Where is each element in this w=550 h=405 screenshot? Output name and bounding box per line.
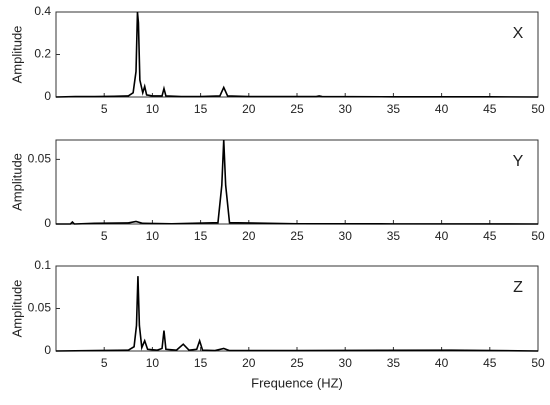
x-tick-label: 40 [435, 102, 449, 116]
y-axis-label: Amplitude [9, 153, 24, 211]
y-tick-label: 0 [44, 89, 51, 103]
x-axis-label: Frequence (HZ) [251, 375, 343, 390]
x-tick-label: 20 [242, 102, 256, 116]
y-tick-label: 0.05 [28, 301, 52, 315]
x-tick-label: 50 [531, 102, 545, 116]
x-tick-label: 35 [387, 229, 401, 243]
x-tick-label: 15 [194, 229, 208, 243]
y-axis-label: Amplitude [9, 26, 24, 84]
x-tick-label: 30 [339, 356, 353, 370]
series-line [55, 276, 539, 352]
series-line [55, 11, 539, 98]
x-tick-label: 15 [194, 102, 208, 116]
x-tick-label: 30 [339, 102, 353, 116]
y-axis-label: Amplitude [9, 280, 24, 338]
x-tick-label: 20 [242, 356, 256, 370]
y-tick-label: 0 [44, 216, 51, 230]
x-tick-label: 5 [101, 102, 108, 116]
x-tick-label: 45 [483, 102, 497, 116]
y-tick-label: 0 [44, 343, 51, 357]
axes-box [55, 11, 539, 98]
y-tick-label: 0.4 [34, 4, 51, 18]
x-tick-label: 25 [290, 229, 304, 243]
series-line [56, 139, 539, 225]
y-tick-label: 0.2 [34, 47, 51, 61]
x-tick-label: 40 [435, 356, 449, 370]
y-tick-label: 0.05 [28, 152, 52, 166]
x-tick-label: 50 [531, 356, 545, 370]
x-tick-label: 10 [146, 229, 160, 243]
x-tick-label: 45 [483, 229, 497, 243]
x-tick-label: 25 [290, 102, 304, 116]
axes-box [55, 139, 539, 225]
axes-box [55, 265, 539, 352]
x-tick-label: 35 [387, 356, 401, 370]
x-tick-label: 50 [531, 229, 545, 243]
x-tick-label: 25 [290, 356, 304, 370]
x-tick-label: 45 [483, 356, 497, 370]
x-tick-label: 5 [101, 229, 108, 243]
x-tick-label: 10 [146, 102, 160, 116]
annotation: Z [513, 279, 523, 296]
x-tick-label: 15 [194, 356, 208, 370]
x-tick-label: 40 [435, 229, 449, 243]
y-tick-label: 0.1 [34, 258, 51, 272]
annotation: X [513, 25, 524, 42]
annotation: Y [513, 153, 524, 170]
x-tick-label: 5 [101, 356, 108, 370]
x-tick-label: 30 [339, 229, 353, 243]
x-tick-label: 20 [242, 229, 256, 243]
x-tick-label: 10 [146, 356, 160, 370]
x-tick-label: 35 [387, 102, 401, 116]
